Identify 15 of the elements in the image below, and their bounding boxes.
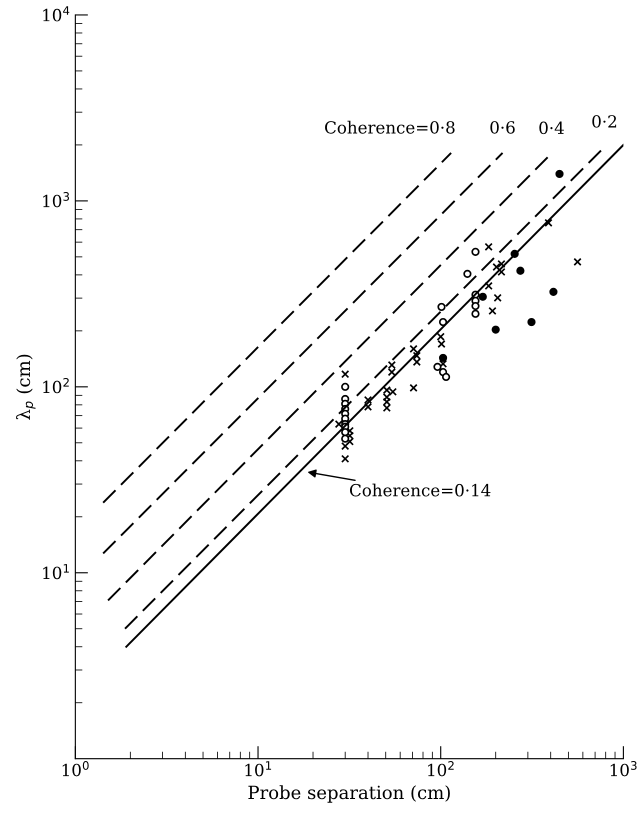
annotation: 0·4 <box>539 122 564 134</box>
annotation: Coherence=0·14 <box>350 484 490 497</box>
x-axis-title: Probe separation (cm) <box>248 785 450 803</box>
x-tick-label: 10$^{2}$ <box>428 761 454 776</box>
annotation: Coherence=0·8 <box>325 120 455 134</box>
annotation: 0·2 <box>592 115 616 128</box>
y-axis-title: λ$_{p}$ (cm) <box>16 354 36 420</box>
y-tick-label: 10$^{3}$ <box>43 192 70 208</box>
y-tick-label: 10$^{4}$ <box>43 6 70 22</box>
y-tick-label: 10$^{1}$ <box>43 564 69 580</box>
annotation: 0·6 <box>490 121 515 134</box>
x-tick-label: 10$^{1}$ <box>245 761 272 776</box>
x-tick-label: 10$^{3}$ <box>610 761 637 776</box>
y-tick-label: 10$^{2}$ <box>43 378 69 394</box>
x-tick-label: 10$^{0}$ <box>62 761 89 776</box>
